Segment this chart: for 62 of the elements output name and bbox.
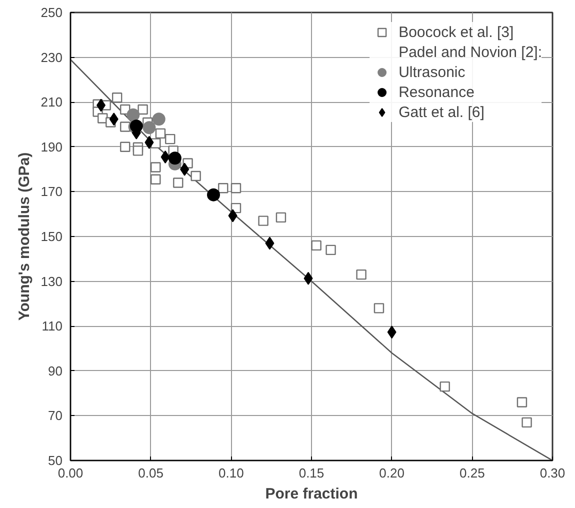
point <box>258 216 268 226</box>
legend-label: Gatt et al. [6] <box>398 104 484 120</box>
x-axis-title: Pore fraction <box>265 486 358 502</box>
y-tick-label: 130 <box>40 274 63 289</box>
point <box>138 104 148 115</box>
x-tick-label: 0.00 <box>58 466 84 480</box>
y-tick-label: 250 <box>40 5 63 20</box>
point <box>440 381 450 392</box>
point <box>109 112 118 126</box>
point <box>311 240 322 251</box>
point <box>190 170 201 182</box>
point <box>374 303 384 314</box>
point <box>98 113 108 124</box>
x-tick-label: 0.25 <box>460 466 485 480</box>
point <box>168 152 182 165</box>
point <box>265 236 274 250</box>
point <box>173 178 184 188</box>
point <box>165 134 176 144</box>
y-tick-label: 50 <box>48 453 63 468</box>
point <box>142 121 156 134</box>
point <box>276 212 286 223</box>
point <box>152 112 166 126</box>
y-tick-label: 110 <box>42 318 63 334</box>
point <box>180 162 190 176</box>
x-tick-label: 0.20 <box>379 466 404 480</box>
point <box>155 128 166 139</box>
y-axis-title: Young's modulus (GPa) <box>16 152 33 321</box>
x-tick-label: 0.15 <box>298 466 324 480</box>
point <box>112 92 122 103</box>
point <box>150 162 161 172</box>
y-tick-label: 210 <box>40 94 63 110</box>
point <box>120 142 130 152</box>
point <box>120 122 130 132</box>
point <box>326 244 336 256</box>
point <box>206 188 220 202</box>
point <box>387 326 396 339</box>
point <box>96 98 106 112</box>
point <box>126 108 140 122</box>
point <box>522 417 532 428</box>
point <box>218 183 228 194</box>
y-tick-label: 170 <box>40 184 63 200</box>
point <box>228 209 238 222</box>
y-tick-label: 230 <box>40 50 63 65</box>
point <box>356 269 366 280</box>
legend-title: Padel and Novion [2]: <box>398 44 542 60</box>
point <box>132 146 144 156</box>
y-tick-label: 190 <box>40 139 63 154</box>
x-tick-label: 0.05 <box>138 466 164 480</box>
point <box>304 272 313 285</box>
y-tick-label: 90 <box>48 363 63 378</box>
legend-label: Ultrasonic <box>398 64 466 80</box>
legend-label: Boocock et al. [3] <box>398 24 514 40</box>
point <box>160 150 170 164</box>
legend-label: Resonance <box>398 84 474 100</box>
y-tick-label: 150 <box>40 229 63 244</box>
y-tick-label: 70 <box>48 408 63 424</box>
point <box>230 183 242 194</box>
point <box>144 136 154 149</box>
point <box>150 174 161 184</box>
x-tick-label: 0.10 <box>218 466 244 480</box>
x-tick-label: 0.30 <box>540 466 566 480</box>
point <box>516 397 528 408</box>
